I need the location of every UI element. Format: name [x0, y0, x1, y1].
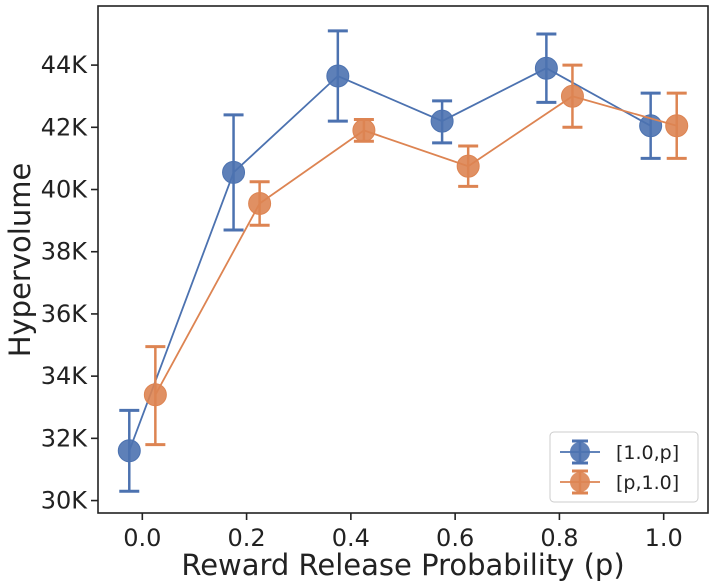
legend-entry: [p,1.0]	[560, 469, 679, 495]
series-2	[143, 63, 689, 447]
legend-marker	[570, 472, 590, 492]
y-tick-label: 32K	[41, 424, 89, 452]
x-tick-label: 0.0	[123, 524, 161, 552]
x-axis-ticks: 0.0 0.2 0.4 0.6 0.8 1.0	[123, 513, 683, 552]
x-axis-label: Reward Release Probability (p)	[181, 548, 624, 582]
series-1	[117, 29, 663, 493]
legend: [1.0,p] [p,1.0]	[549, 431, 699, 503]
y-tick-label: 30K	[41, 487, 89, 515]
x-tick-label: 0.6	[436, 524, 474, 552]
y-axis-ticks: 30K 32K 34K 36K 38K 40K 42K 44K	[41, 51, 98, 515]
series-layer	[117, 29, 689, 493]
x-tick-label: 0.2	[228, 524, 266, 552]
plot-area	[97, 5, 709, 514]
y-tick-label: 40K	[41, 176, 89, 204]
legend-label: [p,1.0]	[616, 472, 679, 494]
data-point	[248, 192, 272, 216]
data-point	[352, 118, 376, 142]
data-point	[143, 383, 167, 407]
data-point	[456, 154, 480, 178]
x-tick-label: 0.4	[332, 524, 370, 552]
y-axis-label: Hypervolume	[3, 163, 37, 358]
data-point	[222, 160, 246, 184]
y-tick-label: 44K	[41, 51, 89, 79]
x-tick-label: 0.8	[540, 524, 578, 552]
data-point	[665, 114, 689, 138]
legend-marker	[570, 442, 590, 462]
data-point	[117, 439, 141, 463]
data-point	[560, 84, 584, 108]
y-tick-label: 34K	[41, 362, 89, 390]
y-tick-label: 36K	[41, 300, 89, 328]
series-line	[154, 95, 677, 396]
legend-label: [1.0,p]	[616, 442, 679, 464]
data-point	[326, 64, 350, 88]
y-tick-label: 42K	[41, 113, 89, 141]
data-point	[430, 109, 454, 133]
legend-entry: [1.0,p]	[560, 439, 679, 465]
y-tick-label: 38K	[41, 238, 89, 266]
series-line	[128, 67, 652, 452]
data-point	[534, 56, 558, 80]
x-tick-label: 1.0	[645, 524, 683, 552]
